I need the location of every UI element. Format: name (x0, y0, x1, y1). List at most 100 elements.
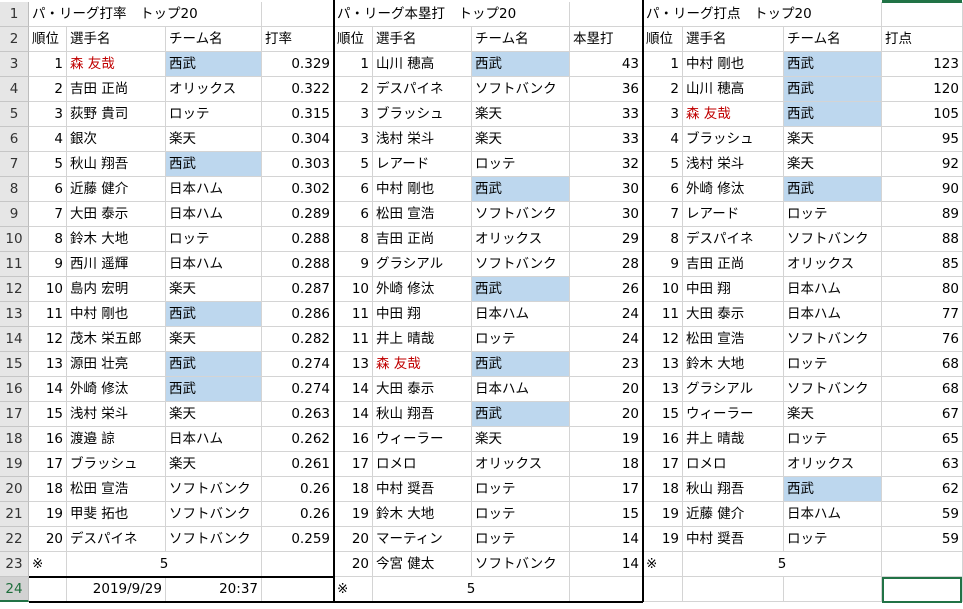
player-name-cell[interactable]: 鈴木 大地 (67, 227, 166, 252)
rank-cell[interactable]: 13 (334, 352, 373, 377)
team-cell[interactable]: ソフトバンク (784, 377, 882, 402)
team-cell[interactable]: 日本ハム (166, 252, 262, 277)
team-cell[interactable]: 西武 (784, 102, 882, 127)
rank-cell[interactable]: 20 (334, 552, 373, 577)
stat-value-cell[interactable]: 0.288 (262, 252, 334, 277)
player-name-cell[interactable]: 西川 遥輝 (67, 252, 166, 277)
row-header[interactable]: 5 (0, 102, 29, 127)
team-cell[interactable]: オリックス (784, 452, 882, 477)
team-cell[interactable]: 西武 (166, 152, 262, 177)
empty-cell[interactable] (570, 577, 643, 602)
row-header[interactable]: 17 (0, 402, 29, 427)
row-header[interactable]: 4 (0, 77, 29, 102)
stat-value-cell[interactable]: 59 (882, 502, 963, 527)
rank-cell[interactable]: 8 (29, 227, 67, 252)
team-cell[interactable]: 楽天 (166, 127, 262, 152)
row-header[interactable]: 7 (0, 152, 29, 177)
team-cell[interactable]: ソフトバンク (166, 527, 262, 552)
rank-cell[interactable]: 6 (29, 177, 67, 202)
rank-cell[interactable]: 16 (29, 427, 67, 452)
team-cell[interactable]: 日本ハム (784, 502, 882, 527)
stat-value-cell[interactable]: 92 (882, 152, 963, 177)
player-name-cell[interactable]: デスパイネ (67, 527, 166, 552)
team-cell[interactable]: ロッテ (472, 527, 570, 552)
stat-value-cell[interactable]: 0.303 (262, 152, 334, 177)
row-header[interactable]: 23 (0, 552, 29, 577)
stat-value-cell[interactable]: 95 (882, 127, 963, 152)
stat-value-cell[interactable]: 0.322 (262, 77, 334, 102)
player-name-cell[interactable]: 森 友哉 (67, 52, 166, 77)
team-cell[interactable]: 楽天 (166, 402, 262, 427)
team-cell[interactable]: ソフトバンク (472, 77, 570, 102)
stat-value-cell[interactable]: 0.302 (262, 177, 334, 202)
rank-cell[interactable]: 11 (334, 327, 373, 352)
stat-value-cell[interactable]: 14 (570, 527, 643, 552)
stat-value-cell[interactable]: 76 (882, 327, 963, 352)
team-cell[interactable]: オリックス (472, 452, 570, 477)
row-header[interactable]: 2 (0, 27, 29, 52)
rank-cell[interactable]: 7 (29, 202, 67, 227)
footnote-count[interactable]: 5 (373, 577, 570, 602)
row-header[interactable]: 22 (0, 527, 29, 552)
row-header[interactable]: 14 (0, 327, 29, 352)
rank-cell[interactable]: 5 (643, 152, 683, 177)
rbi-header-cell[interactable]: 打点 (882, 27, 963, 52)
team-cell[interactable]: 西武 (166, 302, 262, 327)
team-cell[interactable]: 楽天 (166, 277, 262, 302)
player-name-cell[interactable]: 茂木 栄五郎 (67, 327, 166, 352)
team-cell[interactable]: ロッテ (784, 527, 882, 552)
rank-cell[interactable]: 13 (643, 377, 683, 402)
rank-cell[interactable]: 20 (334, 527, 373, 552)
row-header[interactable]: 18 (0, 427, 29, 452)
stat-value-cell[interactable]: 33 (570, 102, 643, 127)
row-header[interactable]: 24 (0, 577, 29, 602)
team-cell[interactable]: 楽天 (784, 127, 882, 152)
rank-cell[interactable]: 12 (643, 327, 683, 352)
player-name-cell[interactable]: 中村 奨吾 (683, 527, 784, 552)
empty-cell[interactable] (262, 552, 334, 577)
footnote-count[interactable]: 5 (683, 552, 882, 577)
stat-value-cell[interactable]: 0.261 (262, 452, 334, 477)
player-name-cell[interactable]: グラシアル (373, 252, 472, 277)
team-cell[interactable]: ソフトバンク (166, 477, 262, 502)
time-cell[interactable]: 20:37 (166, 577, 262, 602)
player-name-cell[interactable]: 松田 宣浩 (683, 327, 784, 352)
stat-value-cell[interactable]: 0.274 (262, 377, 334, 402)
stat-value-cell[interactable]: 17 (570, 477, 643, 502)
row-header[interactable]: 20 (0, 477, 29, 502)
player-name-cell[interactable]: 森 友哉 (683, 102, 784, 127)
team-cell[interactable]: 西武 (472, 352, 570, 377)
rank-cell[interactable]: 17 (643, 452, 683, 477)
team-cell[interactable]: 楽天 (166, 327, 262, 352)
rank-cell[interactable]: 1 (643, 52, 683, 77)
homerun-header-cell[interactable]: 順位 (334, 27, 373, 52)
player-name-cell[interactable]: 中田 翔 (683, 277, 784, 302)
player-name-cell[interactable]: 渡邉 諒 (67, 427, 166, 452)
team-cell[interactable]: 西武 (784, 477, 882, 502)
team-cell[interactable]: 日本ハム (784, 277, 882, 302)
homerun-header-cell[interactable]: 本塁打 (570, 27, 643, 52)
rank-cell[interactable]: 10 (29, 277, 67, 302)
player-name-cell[interactable]: 中村 剛也 (373, 177, 472, 202)
rank-cell[interactable]: 18 (334, 477, 373, 502)
active-cell-selection[interactable] (882, 577, 962, 603)
rank-cell[interactable]: 2 (334, 77, 373, 102)
player-name-cell[interactable]: 秋山 翔吾 (683, 477, 784, 502)
player-name-cell[interactable]: 吉田 正尚 (373, 227, 472, 252)
stat-value-cell[interactable]: 24 (570, 327, 643, 352)
player-name-cell[interactable]: ロメロ (373, 452, 472, 477)
rank-cell[interactable]: 13 (643, 352, 683, 377)
stat-value-cell[interactable]: 32 (570, 152, 643, 177)
row-header[interactable]: 8 (0, 177, 29, 202)
rank-cell[interactable]: 10 (643, 277, 683, 302)
batting-header-cell[interactable]: 打率 (262, 27, 334, 52)
rank-cell[interactable]: 16 (643, 427, 683, 452)
player-name-cell[interactable]: 鈴木 大地 (683, 352, 784, 377)
team-cell[interactable]: 西武 (166, 352, 262, 377)
player-name-cell[interactable]: ロメロ (683, 452, 784, 477)
stat-value-cell[interactable]: 0.286 (262, 302, 334, 327)
player-name-cell[interactable]: デスパイネ (373, 77, 472, 102)
team-cell[interactable]: ロッテ (166, 227, 262, 252)
stat-value-cell[interactable]: 0.329 (262, 52, 334, 77)
stat-value-cell[interactable]: 0.26 (262, 502, 334, 527)
